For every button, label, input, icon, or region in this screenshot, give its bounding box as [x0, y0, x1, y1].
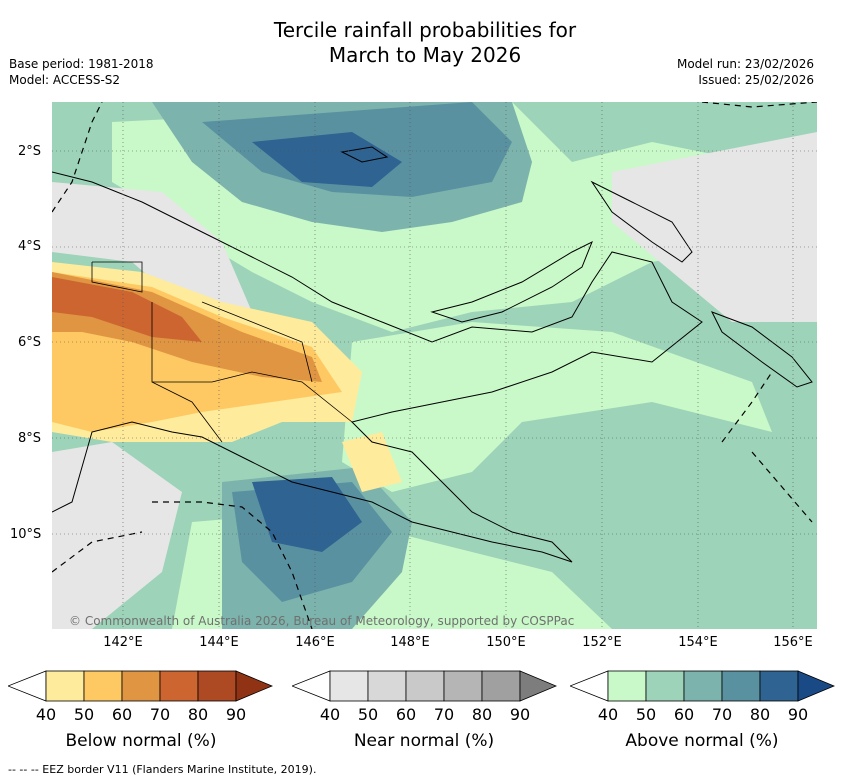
lat-label: 8°S: [18, 431, 42, 446]
colorbar-above-normal: [570, 670, 835, 702]
new-britain-outline: [430, 240, 593, 323]
region-light-green-central: [342, 322, 772, 492]
colorbar-title-above: Above normal (%): [625, 731, 779, 751]
meta-right: Model run: 23/02/2026 Issued: 25/02/2026: [677, 56, 814, 88]
region-near-normal-west: [52, 182, 252, 322]
swatch-near-70-80: [443, 670, 483, 702]
copyright-notice: © Commonwealth of Australia 2026, Bureau…: [69, 614, 575, 628]
province-borders: [91, 261, 353, 443]
above-tick: 40: [597, 705, 619, 724]
near-tick: 90: [509, 705, 531, 724]
below-tick: 90: [225, 705, 247, 724]
below-tick: 50: [73, 705, 95, 724]
swatch-above-lt40: [570, 670, 609, 702]
swatch-near-60-70: [405, 670, 445, 702]
above-tick: 80: [749, 705, 771, 724]
coastlines: [52, 146, 813, 563]
issued-date: Issued: 25/02/2026: [698, 73, 814, 87]
base-period: Base period: 1981-2018: [9, 57, 154, 71]
lon-label: 154°E: [678, 635, 718, 650]
below-tick: 80: [187, 705, 209, 724]
near-tick: 60: [395, 705, 417, 724]
near-tick: 70: [433, 705, 455, 724]
region-dark-blue-south: [252, 477, 362, 552]
eez-east: [701, 102, 817, 108]
eez-north: [52, 102, 103, 213]
swatch-above-80-90: [759, 670, 799, 702]
swatch-below-gt90: [235, 670, 273, 702]
lon-label: 148°E: [390, 635, 430, 650]
colorbar-title-below: Below normal (%): [65, 731, 217, 751]
below-tick: 40: [35, 705, 57, 724]
lon-label: 152°E: [582, 635, 622, 650]
title-line-1: Tercile rainfall probabilities for: [273, 18, 577, 42]
border-highlands: [201, 301, 313, 383]
swatch-below-60-70: [121, 670, 161, 702]
swatch-below-lt40: [8, 670, 47, 702]
region-below-normal-east: [342, 432, 402, 492]
swatch-near-gt90: [519, 670, 557, 702]
colorbar-title-near: Near normal (%): [353, 731, 495, 751]
near-tick: 40: [319, 705, 341, 724]
lat-label: 6°S: [18, 335, 42, 350]
eez-southeast: [721, 371, 773, 443]
colorbar-below-normal: [8, 670, 273, 702]
region-dark-blue-north: [252, 132, 402, 187]
near-tick: 50: [357, 705, 379, 724]
region-near-normal-east: [612, 132, 817, 322]
lon-label: 150°E: [486, 635, 526, 650]
swatch-below-40-50: [45, 670, 85, 702]
model-run: Model run: 23/02/2026: [676, 57, 814, 71]
region-near-normal-southwest: [52, 442, 182, 629]
swatch-above-50-60: [645, 670, 685, 702]
near-tick: 80: [471, 705, 493, 724]
swatch-below-80-90: [197, 670, 237, 702]
new-guinea-coastline: [52, 171, 703, 563]
lat-label: 4°S: [18, 239, 42, 254]
colorbar-near-normal: [292, 670, 557, 702]
swatch-above-70-80: [721, 670, 761, 702]
new-ireland-outline: [590, 180, 693, 263]
eez-southwest: [52, 531, 143, 573]
manus-outline: [340, 146, 389, 163]
eez-southeast-2: [751, 451, 813, 523]
lon-label: 144°E: [199, 635, 239, 650]
model-name: Model: ACCESS-S2: [9, 73, 121, 87]
lon-label: 156°E: [773, 635, 813, 650]
eez-footnote: -- -- -- EEZ border V11 (Flanders Marine…: [8, 763, 317, 776]
above-tick: 90: [787, 705, 809, 724]
region-below-normal-80: [52, 277, 202, 342]
border-central: [151, 302, 353, 423]
eez-borders: [52, 102, 817, 629]
swatch-near-50-60: [367, 670, 407, 702]
swatch-below-50-60: [83, 670, 123, 702]
swatch-near-lt40: [292, 670, 331, 702]
probability-map: [52, 102, 817, 629]
above-tick: 60: [673, 705, 695, 724]
swatch-above-40-50: [607, 670, 647, 702]
swatch-above-60-70: [683, 670, 723, 702]
lon-label: 142°E: [103, 635, 143, 650]
border-west: [91, 261, 143, 293]
below-tick: 70: [149, 705, 171, 724]
swatch-near-80-90: [481, 670, 521, 702]
lat-label: 2°S: [18, 144, 42, 159]
above-tick: 50: [635, 705, 657, 724]
lon-label: 146°E: [295, 635, 335, 650]
border-south: [151, 381, 223, 443]
swatch-above-gt90: [797, 670, 835, 702]
swatch-below-70-80: [159, 670, 199, 702]
swatch-near-40-50: [329, 670, 369, 702]
lat-label: 10°S: [10, 527, 42, 542]
title-line-2: March to May 2026: [328, 43, 522, 67]
meta-left: Base period: 1981-2018 Model: ACCESS-S2: [9, 56, 154, 88]
above-tick: 70: [711, 705, 733, 724]
map-title: Tercile rainfall probabilities for March…: [0, 18, 850, 68]
below-tick: 60: [111, 705, 133, 724]
bougainville-outline: [710, 311, 813, 388]
